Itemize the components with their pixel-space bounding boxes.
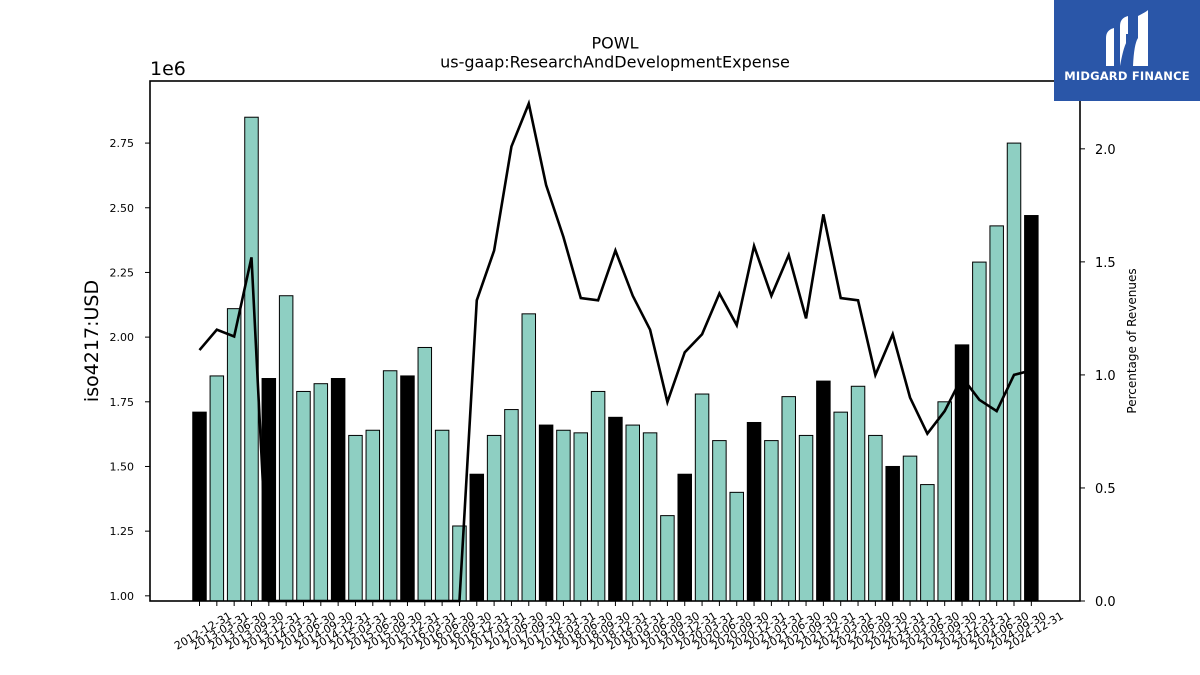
bar [1024,215,1039,602]
bar [278,295,294,602]
bar [556,429,571,602]
y2-tick-label: 0.0 [1095,595,1116,610]
bar [625,424,640,602]
y-tick-label: 1.00 [110,590,135,603]
bar [330,378,346,602]
bar [798,434,814,602]
bar [226,308,242,602]
y2-tick-label: 2.0 [1095,143,1116,158]
bar [521,313,537,602]
bar [694,393,710,602]
bar [729,491,744,602]
bar [677,473,692,602]
bar [590,390,606,602]
bar [313,383,329,602]
bar [382,370,398,602]
bars-layer [192,116,1039,602]
axes-layer: 1.00 1.25 1.50 1.75 2.00 2.25 2.50 2.75 0.0 0.5 1.… [110,80,1116,653]
bar [937,401,952,602]
y2-axis-label: Percentage of Revenues [1125,268,1139,413]
brand-mark-icon [1106,10,1148,66]
bar [486,434,502,602]
bar [538,424,554,602]
bar [816,380,831,602]
brand-logo: MIDGARD FINANCE [1054,0,1200,101]
y-tick-label: 1.75 [110,396,135,409]
chart-subtitle: us-gaap:ResearchAndDevelopmentExpense [440,53,790,72]
bar [365,429,381,602]
bar [469,473,485,602]
bar [764,440,779,602]
bar [434,429,450,602]
brand-name: MIDGARD FINANCE [1064,69,1190,83]
bar [920,484,935,602]
bar [348,434,363,602]
bar [573,432,589,602]
y-tick-label: 1.50 [110,460,135,473]
bar [850,385,866,602]
bar [660,515,675,602]
bar [504,409,519,602]
bar [608,416,623,602]
bar [781,396,796,602]
bar [1006,142,1022,602]
y-tick-label: 2.50 [110,202,135,215]
bar [192,411,207,602]
y-tick-label: 2.00 [110,331,135,344]
bar [885,465,900,602]
bar [209,375,225,602]
bar [400,375,415,602]
bar [868,434,883,602]
y2-tick-label: 1.5 [1095,256,1116,271]
y-tick-label: 1.25 [110,525,135,538]
bar [989,225,1004,602]
bar [296,390,311,602]
y-axis-label: iso4217:USD [81,280,103,402]
y2-tick-label: 1.0 [1095,369,1116,384]
bar [746,421,762,602]
bar [902,455,918,602]
y-offset-label: 1e6 [150,58,186,80]
bar [417,346,433,602]
y2-tick-label: 0.5 [1095,482,1116,497]
bar [833,411,848,602]
bar [712,440,727,602]
y-tick-label: 2.75 [110,137,135,150]
bar [972,261,987,602]
y-tick-label: 2.25 [110,266,135,279]
chart-title: POWL [592,34,639,53]
bar [642,432,658,602]
